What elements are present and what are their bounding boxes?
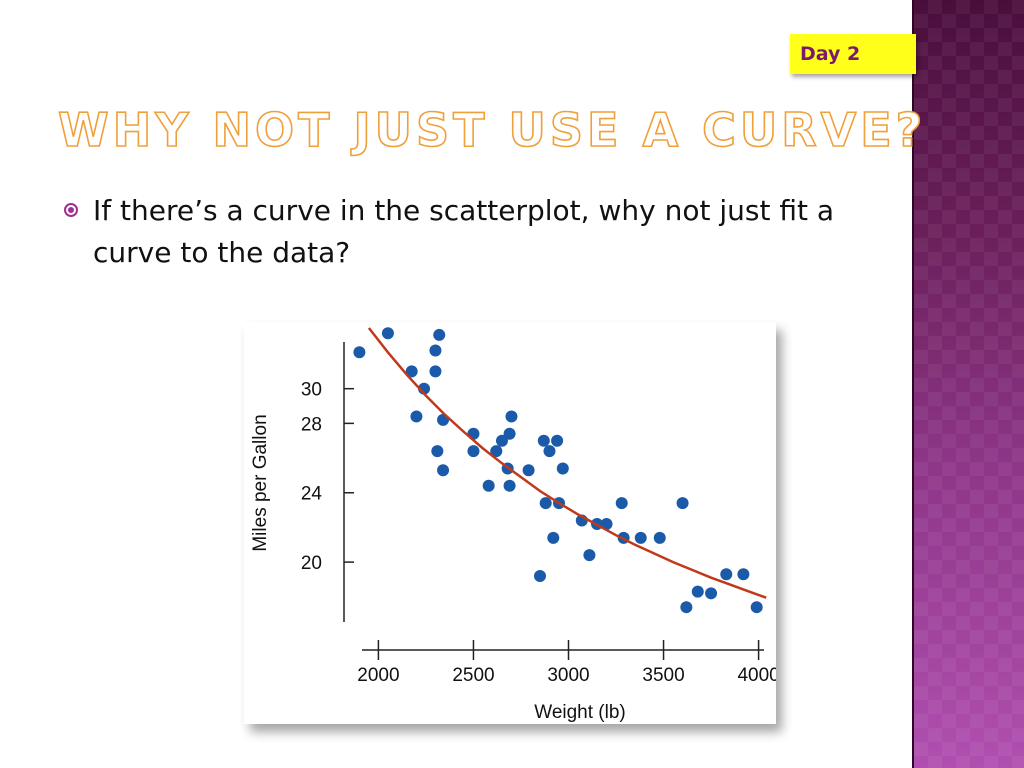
data-point xyxy=(691,585,704,598)
data-point xyxy=(634,531,647,544)
x-axis: 2000 2500 3000 3500 4000 xyxy=(357,640,776,686)
data-point xyxy=(490,445,503,458)
data-point xyxy=(467,445,480,458)
y-tick-label: 30 xyxy=(301,380,322,401)
fitted-curve xyxy=(367,327,767,599)
y-tick-label: 24 xyxy=(301,484,323,505)
y-tick-label: 28 xyxy=(301,414,322,435)
data-point xyxy=(705,587,718,600)
data-point xyxy=(737,568,750,581)
y-axis-title: Miles per Gallon xyxy=(250,414,271,551)
data-point xyxy=(583,549,596,562)
data-point xyxy=(429,365,442,378)
x-tick-label: 2000 xyxy=(357,665,399,686)
data-point xyxy=(522,464,535,477)
circle-bullet-icon xyxy=(64,203,78,217)
data-point xyxy=(676,497,689,510)
y-axis: 20 24 28 30 xyxy=(301,342,354,622)
decorative-side-panel xyxy=(912,0,1024,768)
slide-title: WHY NOT JUST USE A CURVE? xyxy=(57,102,927,158)
data-point xyxy=(539,497,552,510)
day-badge: Day 2 xyxy=(790,34,916,74)
scatterplot-figure: 20 24 28 30 2000 2500 3000 3500 4000 Weight (lb… xyxy=(244,322,776,724)
scatterplot-chart: 20 24 28 30 2000 2500 3000 3500 4000 Weight (lb… xyxy=(250,327,776,723)
data-point xyxy=(495,434,508,447)
data-point xyxy=(547,531,560,544)
data-point xyxy=(482,479,495,492)
data-point xyxy=(551,434,564,447)
data-point xyxy=(680,601,693,614)
data-point xyxy=(429,344,442,357)
data-point xyxy=(615,497,628,510)
x-axis-title: Weight (lb) xyxy=(534,702,626,723)
y-tick-label: 20 xyxy=(301,553,322,574)
x-tick-label: 2500 xyxy=(452,665,494,686)
data-point xyxy=(405,365,418,378)
x-tick-label: 3500 xyxy=(642,665,684,686)
data-point xyxy=(381,327,394,340)
x-tick-label: 3000 xyxy=(547,665,589,686)
data-point xyxy=(410,410,423,423)
data-point xyxy=(503,479,516,492)
data-point xyxy=(543,445,556,458)
data-point xyxy=(750,601,763,614)
x-tick-label: 4000 xyxy=(737,665,776,686)
data-point xyxy=(556,462,569,475)
data-point xyxy=(433,328,446,341)
data-point xyxy=(505,410,518,423)
data-point xyxy=(537,434,550,447)
data-points xyxy=(353,327,763,614)
data-point xyxy=(431,445,444,458)
data-point xyxy=(653,531,666,544)
bullet-text: If there’s a curve in the scatterplot, w… xyxy=(93,194,835,269)
data-point xyxy=(503,427,516,440)
data-point xyxy=(437,464,450,477)
data-point xyxy=(720,568,733,581)
data-point xyxy=(353,346,366,359)
data-point xyxy=(533,569,546,582)
